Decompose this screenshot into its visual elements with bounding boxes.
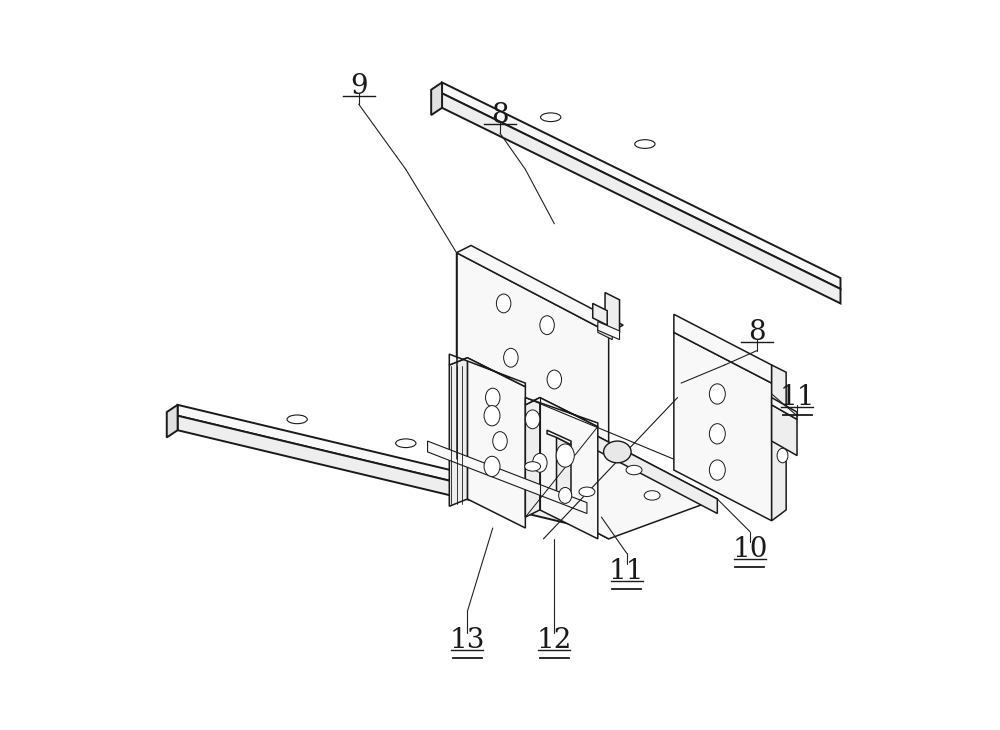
Ellipse shape bbox=[484, 406, 500, 426]
Ellipse shape bbox=[504, 348, 518, 367]
Ellipse shape bbox=[484, 456, 500, 477]
Polygon shape bbox=[525, 398, 598, 426]
Polygon shape bbox=[457, 419, 717, 539]
Polygon shape bbox=[431, 82, 442, 115]
Ellipse shape bbox=[287, 415, 307, 423]
Polygon shape bbox=[772, 398, 797, 419]
Ellipse shape bbox=[644, 491, 660, 500]
Text: 11: 11 bbox=[779, 384, 815, 411]
Text: 8: 8 bbox=[748, 319, 766, 346]
Polygon shape bbox=[428, 441, 587, 513]
Text: 10: 10 bbox=[732, 537, 768, 564]
Polygon shape bbox=[598, 325, 612, 339]
Ellipse shape bbox=[396, 439, 416, 447]
Text: 11: 11 bbox=[609, 558, 645, 585]
Ellipse shape bbox=[559, 488, 572, 504]
Polygon shape bbox=[547, 430, 571, 445]
Ellipse shape bbox=[496, 294, 511, 313]
Polygon shape bbox=[772, 365, 786, 520]
Ellipse shape bbox=[604, 441, 631, 463]
Polygon shape bbox=[674, 332, 772, 520]
Ellipse shape bbox=[547, 370, 562, 389]
Ellipse shape bbox=[541, 113, 561, 122]
Ellipse shape bbox=[486, 388, 500, 407]
Ellipse shape bbox=[777, 448, 788, 463]
Ellipse shape bbox=[626, 465, 642, 474]
Ellipse shape bbox=[533, 453, 547, 472]
Polygon shape bbox=[442, 82, 840, 289]
Text: 8: 8 bbox=[491, 101, 509, 128]
Ellipse shape bbox=[635, 139, 655, 148]
Polygon shape bbox=[525, 398, 540, 517]
Ellipse shape bbox=[709, 460, 725, 480]
Polygon shape bbox=[457, 253, 609, 539]
Ellipse shape bbox=[579, 487, 595, 496]
Polygon shape bbox=[593, 304, 607, 325]
Polygon shape bbox=[674, 315, 772, 383]
Polygon shape bbox=[457, 419, 565, 474]
Ellipse shape bbox=[525, 461, 541, 471]
Polygon shape bbox=[178, 405, 587, 513]
Polygon shape bbox=[167, 405, 178, 437]
Polygon shape bbox=[605, 293, 620, 332]
Polygon shape bbox=[772, 405, 797, 456]
Polygon shape bbox=[457, 245, 623, 332]
Ellipse shape bbox=[709, 384, 725, 404]
Text: 9: 9 bbox=[350, 72, 368, 99]
Polygon shape bbox=[565, 419, 717, 513]
Polygon shape bbox=[557, 437, 571, 499]
Polygon shape bbox=[467, 358, 525, 528]
Polygon shape bbox=[598, 321, 620, 339]
Polygon shape bbox=[178, 415, 587, 528]
Ellipse shape bbox=[709, 423, 725, 444]
Polygon shape bbox=[540, 398, 598, 539]
Ellipse shape bbox=[493, 431, 507, 450]
Text: 13: 13 bbox=[450, 627, 485, 654]
Polygon shape bbox=[449, 354, 525, 387]
Polygon shape bbox=[442, 93, 840, 304]
Ellipse shape bbox=[540, 316, 554, 334]
Text: 12: 12 bbox=[537, 627, 572, 654]
Ellipse shape bbox=[525, 410, 540, 429]
Ellipse shape bbox=[556, 444, 574, 467]
Polygon shape bbox=[449, 358, 467, 507]
